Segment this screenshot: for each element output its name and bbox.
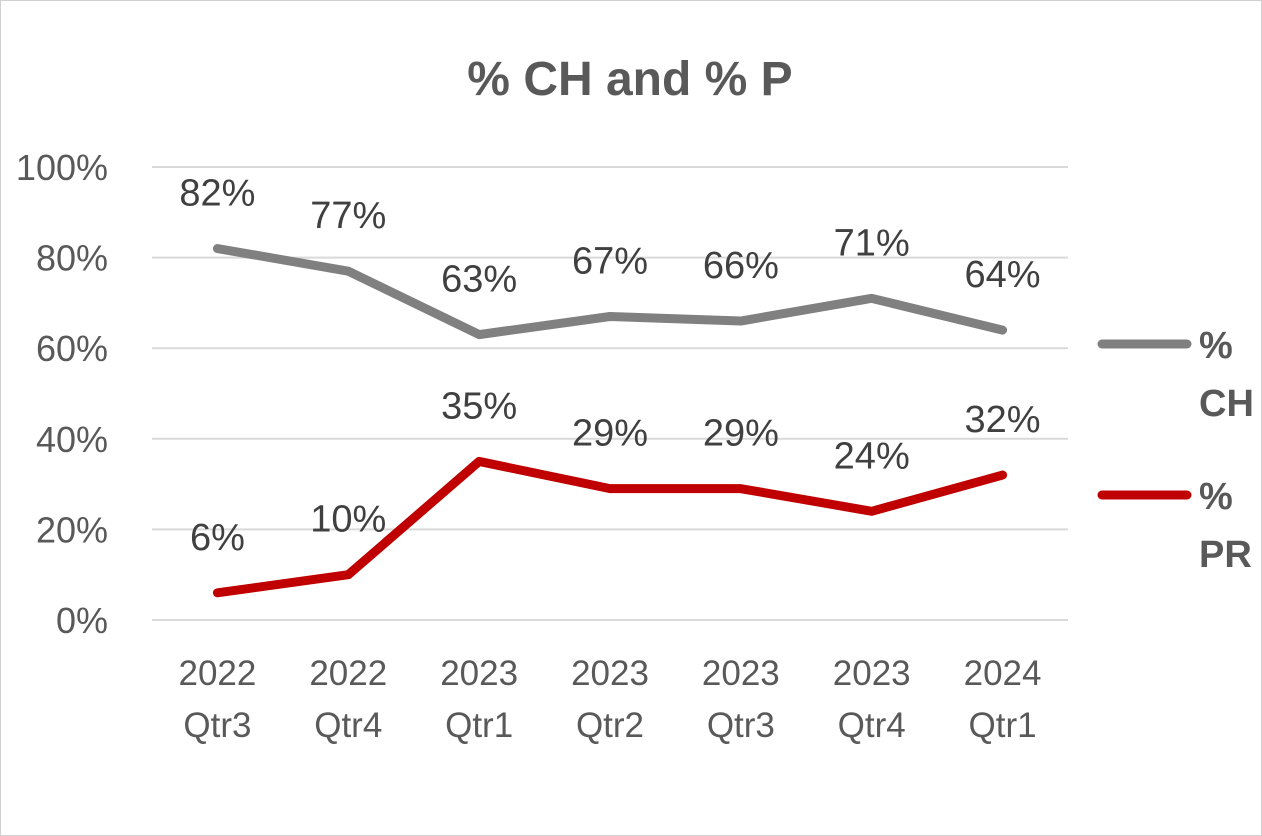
legend-label: % CH (1199, 325, 1254, 425)
legend: % CH % PR (1097, 325, 1254, 576)
x-category-label: 2023 Qtr1 (440, 654, 518, 745)
data-label: 71% (834, 222, 910, 264)
y-tick-label: 80% (36, 238, 108, 279)
data-point (609, 487, 611, 490)
chart-title: % CH and % P (467, 53, 792, 106)
legend-label: % PR (1199, 476, 1252, 576)
data-label: 82% (179, 173, 255, 215)
data-label: 29% (572, 413, 648, 455)
y-tick-label: 100% (16, 147, 108, 188)
x-category-label: 2023 Qtr4 (833, 654, 911, 745)
data-point (347, 270, 350, 273)
data-label: 32% (965, 399, 1041, 441)
data-label: 6% (190, 517, 245, 559)
data-point (739, 320, 742, 323)
data-label: 64% (965, 254, 1041, 296)
data-label: 29% (703, 413, 779, 455)
data-point (870, 510, 873, 513)
x-axis-categories: 2022 Qtr3 2022 Qtr4 2023 Qtr1 2023 Qtr2 2023 Qtr3… (178, 654, 1041, 745)
x-category-label: 2022 Qtr4 (309, 654, 387, 745)
data-point (1001, 474, 1004, 477)
x-category-label: 2023 Qtr3 (702, 654, 780, 745)
data-point (478, 460, 481, 463)
data-label: 77% (310, 195, 386, 237)
series-lines (212, 244, 1008, 598)
data-point (739, 487, 742, 490)
y-tick-label: 60% (36, 328, 108, 369)
data-label: 10% (310, 499, 386, 541)
data-point (1001, 329, 1004, 332)
x-category-label: 2024 Qtr1 (964, 654, 1042, 745)
data-point (347, 573, 350, 576)
data-point (870, 297, 873, 300)
data-point (478, 333, 481, 336)
data-point (216, 591, 219, 594)
data-labels: 82% 77% 63% 67% 66% 71% 64% 6% 10% 35% 29% 29% 24% 32… (179, 173, 1040, 559)
x-category-label: 2023 Qtr2 (571, 654, 649, 745)
data-label: 66% (703, 245, 779, 287)
y-axis-ticks: 0% 20% 40% 60% 80% 100% (16, 147, 108, 641)
data-label: 35% (441, 385, 517, 427)
x-category-label: 2022 Qtr3 (178, 654, 256, 745)
data-label: 63% (441, 259, 517, 301)
y-tick-label: 20% (36, 509, 108, 550)
y-tick-label: 0% (56, 600, 108, 641)
y-tick-label: 40% (36, 419, 108, 460)
data-label: 24% (834, 435, 910, 477)
gridlines (152, 166, 1068, 621)
data-point (609, 315, 611, 318)
data-label: 67% (572, 240, 648, 282)
data-point (216, 247, 219, 250)
